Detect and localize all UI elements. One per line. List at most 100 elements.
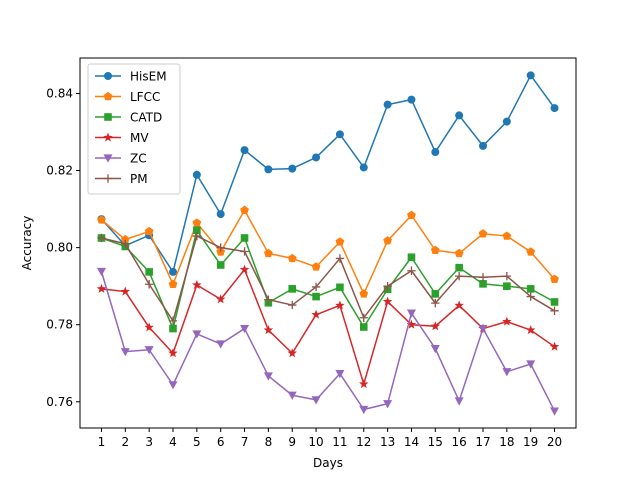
- data-point-pm: [502, 271, 512, 281]
- data-point-mv: [120, 286, 131, 296]
- data-point-mv: [96, 283, 107, 293]
- data-point-mv: [382, 296, 393, 306]
- data-point-pm: [311, 282, 321, 292]
- data-point-catd: [216, 261, 225, 269]
- x-tick-label: 20: [547, 435, 562, 449]
- data-point-pm: [431, 298, 440, 308]
- data-point-catd: [336, 283, 344, 292]
- data-point-zc: [96, 267, 106, 277]
- data-point-pm: [478, 273, 488, 282]
- data-point-pm: [192, 231, 202, 241]
- data-point-pm: [454, 271, 464, 281]
- data-point-hisem: [407, 95, 416, 104]
- data-point-hisem: [359, 163, 368, 172]
- y-axis-label: Accuracy: [20, 216, 34, 271]
- series-line-mv: [101, 268, 555, 385]
- data-point-mv: [406, 319, 417, 329]
- data-point-mv: [525, 325, 536, 335]
- data-point-catd: [169, 324, 177, 333]
- y-axis-ticks: 0.76 0.78 0.80 0.82 0.84: [46, 86, 80, 409]
- data-point-lfcc: [311, 262, 321, 271]
- legend-marker-pm: [103, 174, 113, 183]
- data-point-lfcc: [144, 226, 154, 236]
- legend-marker-catd: [104, 113, 112, 121]
- legend-entry-catd: CATD: [95, 111, 162, 125]
- data-point-zc: [406, 309, 416, 318]
- data-point-lfcc: [240, 205, 249, 214]
- data-point-catd: [526, 285, 535, 293]
- y-tick-label: 0.84: [46, 86, 73, 100]
- y-tick-label: 0.80: [46, 241, 73, 255]
- legend-label-mv: MV: [130, 131, 149, 145]
- x-tick-label: 1: [98, 435, 106, 449]
- data-point-hisem: [240, 146, 249, 155]
- data-point-zc: [287, 391, 297, 400]
- x-tick-label: 5: [193, 435, 201, 449]
- x-tick-label: 12: [356, 435, 371, 449]
- data-point-pm: [97, 233, 106, 243]
- legend-entry-hisem: HisEM: [95, 70, 167, 84]
- data-point-catd: [193, 226, 201, 235]
- legend-label-catd: CATD: [130, 111, 162, 125]
- x-tick-label: 17: [475, 435, 490, 449]
- data-point-lfcc: [430, 245, 440, 255]
- data-point-catd: [359, 323, 368, 331]
- y-tick-label: 0.82: [46, 164, 73, 178]
- data-point-lfcc: [192, 218, 202, 227]
- data-point-zc: [454, 397, 464, 406]
- data-point-mv: [263, 325, 274, 335]
- data-point-mv: [287, 348, 297, 358]
- data-point-zc: [311, 396, 321, 405]
- data-point-pm: [288, 300, 297, 310]
- data-point-zc: [144, 346, 154, 355]
- series-layer: [96, 71, 560, 416]
- data-point-pm: [383, 281, 392, 291]
- data-point-catd: [550, 298, 559, 306]
- data-point-lfcc: [168, 279, 178, 288]
- data-point-pm: [335, 254, 345, 263]
- legend: HisEM LFCC CATD MV ZC PM: [87, 63, 181, 195]
- x-tick-label: 9: [288, 435, 296, 449]
- y-tick-label: 0.76: [46, 395, 73, 409]
- data-point-hisem: [502, 117, 511, 126]
- data-point-hisem: [431, 148, 440, 157]
- data-point-zc: [216, 340, 226, 349]
- data-point-zc: [478, 324, 488, 334]
- data-point-pm: [407, 266, 416, 275]
- x-tick-label: 11: [332, 435, 347, 449]
- data-point-mv: [168, 348, 178, 358]
- x-axis-ticks: 1 2 3 4 5 6 7 8 9 10 11 12 13 14 15 16 17 18 19 20: [98, 428, 562, 449]
- data-point-zc: [359, 405, 369, 415]
- x-tick-label: 14: [404, 435, 419, 449]
- data-point-mv: [239, 264, 250, 274]
- legend-label-pm: PM: [130, 172, 148, 186]
- data-point-lfcc: [335, 237, 345, 246]
- data-point-hisem: [264, 165, 273, 174]
- x-tick-label: 13: [380, 435, 395, 449]
- legend-entry-mv: MV: [95, 131, 149, 145]
- data-point-pm: [240, 247, 249, 256]
- series-zc: [96, 267, 560, 416]
- data-point-mv: [192, 280, 202, 290]
- data-point-mv: [215, 294, 226, 304]
- x-tick-label: 16: [452, 435, 467, 449]
- data-point-catd: [312, 292, 320, 301]
- data-point-zc: [526, 360, 536, 369]
- data-point-hisem: [526, 71, 535, 80]
- legend-label-hisem: HisEM: [130, 70, 167, 84]
- data-point-lfcc: [264, 248, 273, 258]
- data-point-lfcc: [383, 236, 392, 245]
- x-tick-label: 8: [265, 435, 273, 449]
- data-point-hisem: [550, 104, 559, 113]
- data-point-lfcc: [97, 215, 106, 224]
- data-point-catd: [455, 263, 463, 272]
- series-line-zc: [100, 271, 556, 412]
- data-point-pm: [144, 280, 154, 289]
- data-point-catd: [479, 280, 487, 288]
- x-tick-label: 3: [145, 435, 153, 449]
- data-point-pm: [168, 316, 178, 326]
- data-point-hisem: [288, 164, 297, 173]
- x-tick-label: 7: [241, 435, 249, 449]
- data-point-lfcc: [526, 247, 536, 256]
